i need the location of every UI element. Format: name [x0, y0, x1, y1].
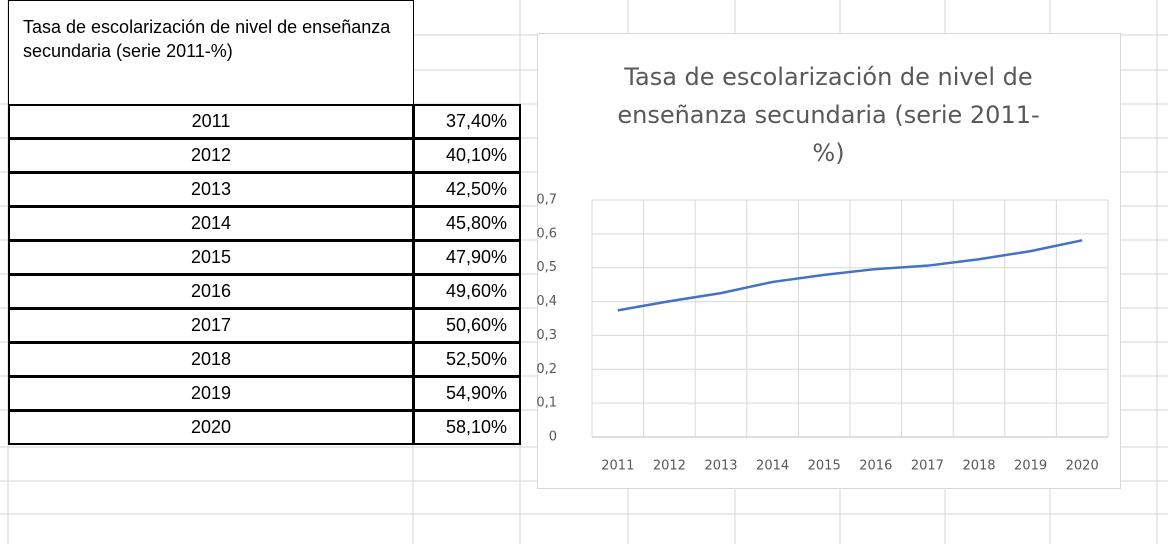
- value-cell: 50,60%: [413, 308, 521, 343]
- y-tick-label: 0,4: [537, 294, 557, 309]
- year-cell: 2012: [8, 138, 414, 173]
- x-tick-label: 2018: [962, 459, 995, 474]
- value-cell: 58,10%: [413, 410, 521, 445]
- y-tick-label: 0,3: [537, 328, 557, 343]
- y-tick-label: 0,7: [537, 193, 557, 208]
- y-tick-label: 0,2: [537, 362, 557, 377]
- year-cell: 2015: [8, 240, 414, 275]
- x-tick-label: 2017: [911, 459, 944, 474]
- year-cell: 2016: [8, 274, 414, 309]
- value-cell: 49,60%: [413, 274, 521, 309]
- value-cell: 52,50%: [413, 342, 521, 377]
- y-tick-label: 0,5: [537, 260, 557, 275]
- x-tick-label: 2014: [756, 459, 789, 474]
- data-line: [617, 239, 1083, 312]
- y-tick-label: 0,1: [537, 396, 557, 411]
- year-cell: 2013: [8, 172, 414, 207]
- chart-area: [537, 33, 1121, 489]
- x-tick-label: 2019: [1014, 459, 1047, 474]
- chart: 0 0,1 0,2 0,3 0,4 0,5 0,6 0,7 2011 2012 2013 2014 20…: [537, 33, 1121, 489]
- value-cell: 54,90%: [413, 376, 521, 411]
- value-cell: 47,90%: [413, 240, 521, 275]
- x-tick-label: 2011: [601, 459, 634, 474]
- value-cell: 40,10%: [413, 138, 521, 173]
- x-tick-label: 2012: [653, 459, 686, 474]
- chart-title: Tasa de escolarización de nivel de enseñ…: [617, 63, 1040, 167]
- x-tick-label: 2016: [859, 459, 892, 474]
- x-tick-label: 2015: [808, 459, 841, 474]
- value-cell: 37,40%: [413, 104, 521, 139]
- year-cell: 2014: [8, 206, 414, 241]
- year-cell: 2020: [8, 410, 414, 445]
- value-cell: 45,80%: [413, 206, 521, 241]
- y-tick-label: 0,6: [537, 226, 557, 241]
- year-cell: 2018: [8, 342, 414, 377]
- value-cell: 42,50%: [413, 172, 521, 207]
- x-tick-label: 2013: [704, 459, 737, 474]
- year-cell: 2011: [8, 104, 414, 139]
- year-cell: 2019: [8, 376, 414, 411]
- table-header: Tasa de escolarización de nivel de enseñ…: [8, 0, 414, 105]
- y-tick-label: 0: [549, 430, 557, 445]
- x-tick-label: 2020: [1066, 459, 1099, 474]
- year-cell: 2017: [8, 308, 414, 343]
